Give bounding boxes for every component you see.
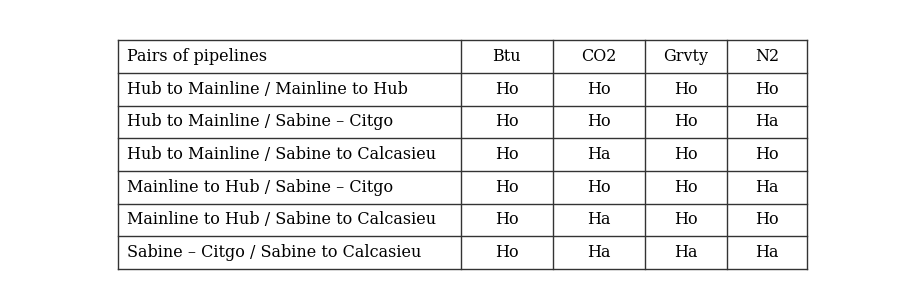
Text: Ha: Ha [754,179,778,196]
Text: Ho: Ho [586,81,611,98]
Text: Hub to Mainline / Mainline to Hub: Hub to Mainline / Mainline to Hub [126,81,408,98]
Text: Mainline to Hub / Sabine to Calcasieu: Mainline to Hub / Sabine to Calcasieu [126,211,436,228]
Text: Ho: Ho [494,81,518,98]
Text: Ho: Ho [494,211,518,228]
Text: Grvty: Grvty [663,48,707,65]
Text: Ho: Ho [674,179,697,196]
Text: Ho: Ho [674,211,697,228]
Text: Ho: Ho [674,146,697,163]
Text: Ho: Ho [754,146,778,163]
Text: Ho: Ho [754,81,778,98]
Text: Ho: Ho [494,179,518,196]
Text: Ha: Ha [754,114,778,130]
Text: Pairs of pipelines: Pairs of pipelines [126,48,267,65]
Text: Hub to Mainline / Sabine – Citgo: Hub to Mainline / Sabine – Citgo [126,114,392,130]
Text: CO2: CO2 [581,48,616,65]
Text: Ho: Ho [754,211,778,228]
Text: N2: N2 [754,48,778,65]
Text: Ho: Ho [494,114,518,130]
Text: Ho: Ho [674,114,697,130]
Text: Ho: Ho [586,179,611,196]
Text: Ha: Ha [674,244,697,261]
Text: Ha: Ha [754,244,778,261]
Text: Ho: Ho [674,81,697,98]
Text: Ha: Ha [586,211,611,228]
Text: Sabine – Citgo / Sabine to Calcasieu: Sabine – Citgo / Sabine to Calcasieu [126,244,420,261]
Text: Mainline to Hub / Sabine – Citgo: Mainline to Hub / Sabine – Citgo [126,179,392,196]
Text: Ha: Ha [586,244,611,261]
Text: Ho: Ho [586,114,611,130]
Text: Btu: Btu [492,48,520,65]
Text: Ho: Ho [494,244,518,261]
Text: Ho: Ho [494,146,518,163]
Text: Ha: Ha [586,146,611,163]
Text: Hub to Mainline / Sabine to Calcasieu: Hub to Mainline / Sabine to Calcasieu [126,146,436,163]
